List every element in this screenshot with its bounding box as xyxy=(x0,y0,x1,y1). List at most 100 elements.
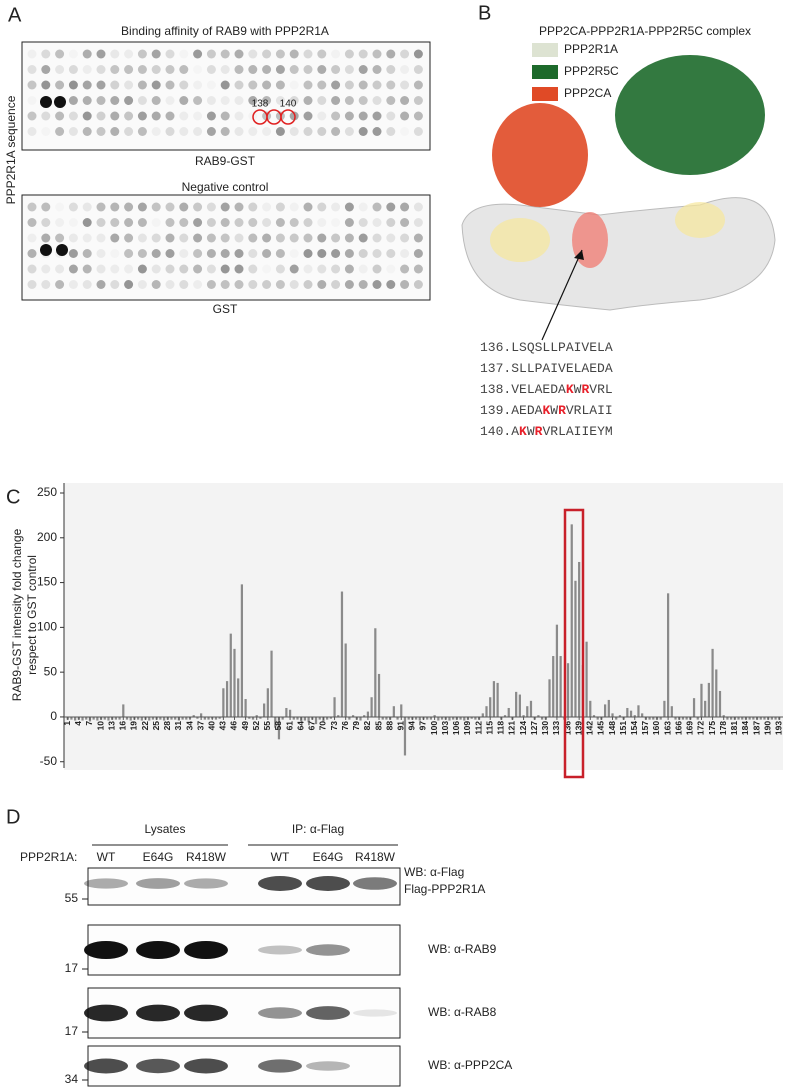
bar xyxy=(611,713,614,717)
dot xyxy=(124,249,134,258)
dot xyxy=(55,65,65,74)
dot xyxy=(413,96,423,105)
dot xyxy=(413,218,423,227)
bar xyxy=(214,716,218,720)
highlight-circle xyxy=(280,109,296,125)
bar xyxy=(207,716,210,720)
bar xyxy=(385,716,388,720)
dot xyxy=(289,280,299,289)
dot xyxy=(262,280,272,289)
dot xyxy=(413,127,423,136)
bar xyxy=(314,716,318,725)
dot xyxy=(275,127,285,136)
bar xyxy=(366,711,370,717)
dot xyxy=(82,202,92,212)
bar xyxy=(437,716,440,721)
dot xyxy=(27,127,37,136)
x-tick-label: 7 xyxy=(84,721,94,726)
dot xyxy=(179,127,189,136)
bar xyxy=(103,716,106,720)
dot xyxy=(358,49,368,59)
x-tick-label: 31 xyxy=(173,721,183,731)
bar xyxy=(659,716,662,720)
x-tick-label: 166 xyxy=(673,721,683,735)
bar xyxy=(296,716,299,720)
bar xyxy=(377,673,381,717)
dot xyxy=(400,96,410,105)
dot xyxy=(110,127,120,136)
sequence-segment: R xyxy=(558,403,566,418)
dot xyxy=(206,127,216,136)
dot xyxy=(303,80,313,90)
blot-label: RAB9-GST xyxy=(195,154,256,168)
dot xyxy=(206,202,216,212)
plot-area xyxy=(64,483,783,770)
dot xyxy=(41,233,51,243)
dot xyxy=(262,65,272,74)
panel-label: B xyxy=(478,2,491,24)
sequence-segment: K xyxy=(519,424,527,439)
dot xyxy=(386,249,396,258)
band xyxy=(353,1009,397,1017)
bar xyxy=(263,703,266,717)
dot xyxy=(41,80,51,90)
bar xyxy=(507,707,510,717)
dot xyxy=(151,80,161,90)
dot xyxy=(40,244,52,256)
dot xyxy=(400,49,410,59)
band xyxy=(184,1004,228,1022)
bar xyxy=(74,716,77,721)
x-tick-label: 70 xyxy=(318,721,328,731)
bar xyxy=(225,681,229,717)
bar xyxy=(641,713,644,717)
dot xyxy=(151,65,161,74)
dot xyxy=(234,202,244,212)
dot xyxy=(27,49,37,59)
axis-label: PPP2R1A sequence xyxy=(4,95,18,204)
dot xyxy=(262,264,272,274)
sequence-segment: W xyxy=(574,382,582,397)
dot xyxy=(220,80,230,90)
dot xyxy=(248,49,258,59)
bar xyxy=(548,679,551,717)
blot-box xyxy=(87,867,401,906)
bar xyxy=(196,716,199,719)
bar xyxy=(741,716,744,720)
sequences: 136.LSQSLLPAIVELA137.SLLPAIVELAEDA138.VE… xyxy=(480,340,613,439)
bar xyxy=(333,697,336,717)
bar xyxy=(318,716,321,720)
dot xyxy=(137,249,147,258)
bar xyxy=(303,716,307,721)
bar xyxy=(114,716,117,720)
bar xyxy=(107,716,110,721)
dot xyxy=(179,96,189,105)
dot xyxy=(289,264,299,274)
dot xyxy=(110,80,120,90)
dot xyxy=(151,233,161,243)
dot xyxy=(151,249,161,258)
bar xyxy=(374,628,377,717)
dot xyxy=(165,49,175,59)
dot xyxy=(124,233,134,243)
x-tick-label: 22 xyxy=(140,721,150,731)
dot xyxy=(358,264,368,274)
bar xyxy=(426,716,429,720)
dot xyxy=(41,280,51,289)
blot-title: Negative control xyxy=(182,180,269,194)
dot xyxy=(179,280,189,289)
sequence-segment: K xyxy=(542,403,550,418)
dot xyxy=(193,111,203,121)
x-tick-label: 40 xyxy=(206,721,216,731)
dot xyxy=(151,218,161,227)
dot xyxy=(96,233,106,243)
dot xyxy=(220,96,230,105)
x-tick-label: 4 xyxy=(73,721,83,726)
dot xyxy=(234,65,244,74)
arrow xyxy=(541,249,583,341)
dot xyxy=(206,65,216,74)
dot xyxy=(220,65,230,74)
dot xyxy=(331,280,341,289)
bar xyxy=(737,716,740,720)
dot xyxy=(82,80,92,90)
bar xyxy=(125,716,129,720)
